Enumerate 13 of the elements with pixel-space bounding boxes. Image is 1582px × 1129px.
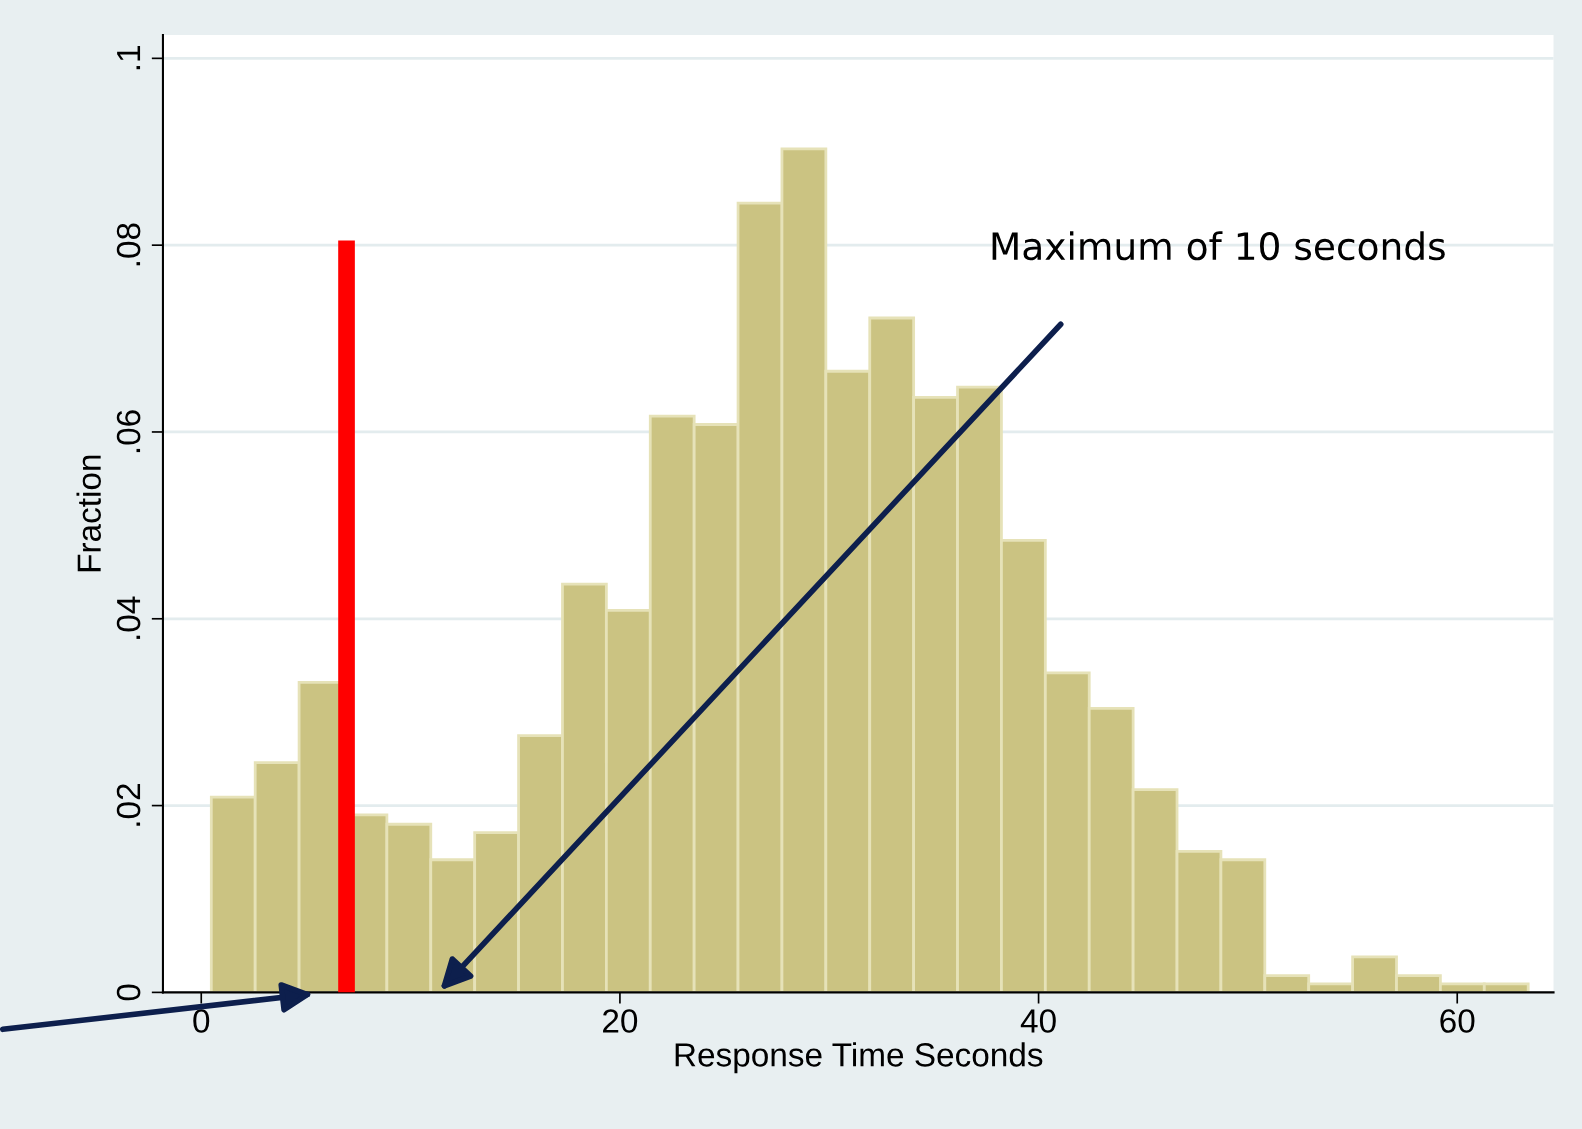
x-tick-label: 60 — [1440, 1009, 1475, 1033]
x-tick-label: 20 — [603, 1009, 638, 1033]
y-tick-label: .06 — [116, 410, 141, 453]
x-tick-label: 40 — [1020, 1009, 1056, 1033]
y-axis-title: Fraction — [76, 455, 101, 572]
y-tick-label: .02 — [116, 784, 141, 826]
y-tick-label: .04 — [116, 596, 141, 639]
annotation: Maximum of 10 seconds — [992, 231, 1445, 261]
y-tick-label: .1 — [117, 46, 141, 70]
x-axis-title: Response Time Seconds — [675, 1042, 1043, 1074]
y-tick-label: 0 — [116, 984, 141, 1001]
y-tick-label: .08 — [116, 223, 141, 266]
x-tick-label: 0 — [193, 1009, 210, 1033]
